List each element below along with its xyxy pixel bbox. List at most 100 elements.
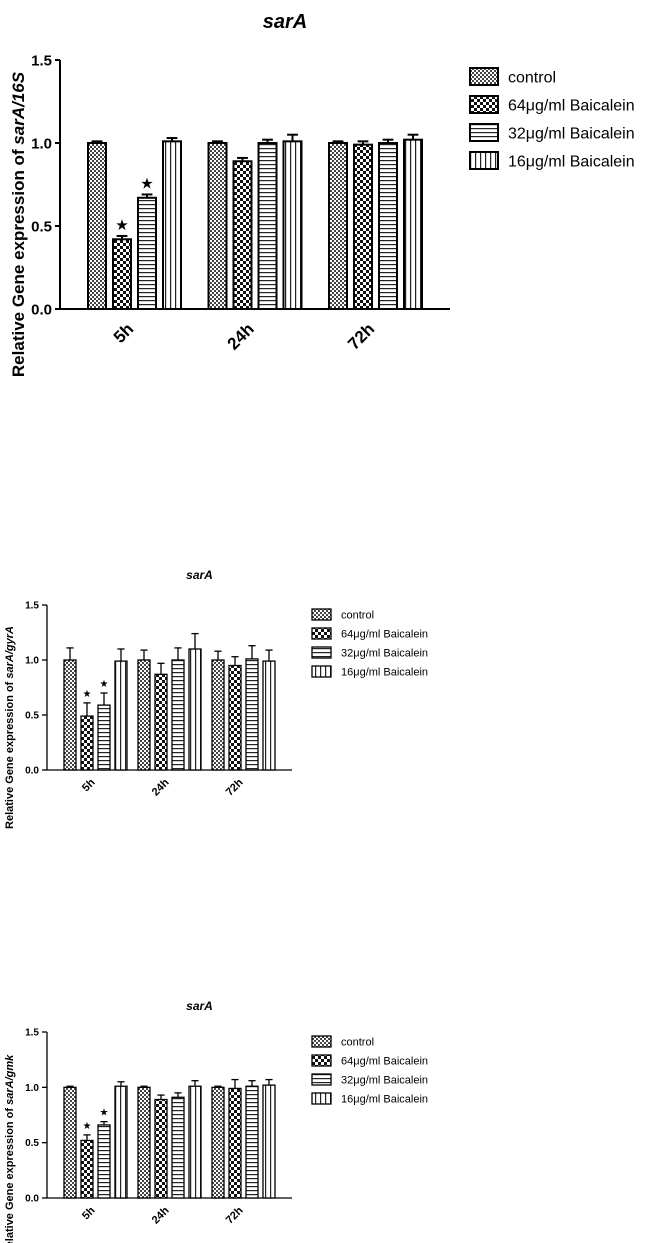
y-axis-label-ratio: sarA/gyrA bbox=[4, 626, 16, 679]
bar bbox=[211, 659, 225, 771]
y-axis-label-prefix: Relative Gene expression of bbox=[9, 145, 28, 377]
chart-panel-16s: sarA Relative Gene expression of sarA/16S… bbox=[9, 11, 635, 377]
bar bbox=[245, 1085, 259, 1199]
significance-star: ★ bbox=[140, 175, 153, 192]
y-tick-label: 1.0 bbox=[31, 135, 52, 152]
y-tick-label: 0.5 bbox=[25, 711, 39, 722]
legend-swatch bbox=[311, 665, 332, 678]
legend-label: 16μg/ml Baicalein bbox=[341, 1093, 428, 1105]
bar bbox=[114, 660, 128, 771]
x-category-label: 72h bbox=[224, 776, 246, 798]
x-category-label: 72h bbox=[224, 1204, 246, 1226]
legend-label: 32μg/ml Baicalein bbox=[341, 1074, 428, 1086]
y-tick-label: 1.0 bbox=[25, 656, 39, 667]
bar bbox=[97, 1124, 111, 1199]
legend-swatch bbox=[469, 95, 499, 114]
bar bbox=[87, 142, 107, 310]
bar bbox=[171, 1096, 185, 1199]
y-tick-label: 1.0 bbox=[25, 1083, 39, 1094]
x-category-label: 24h bbox=[150, 776, 172, 798]
legend-label: control bbox=[508, 69, 556, 86]
legend-swatch bbox=[311, 608, 332, 621]
y-axis-label: Relative Gene expression of sarA/16S bbox=[9, 71, 28, 377]
legend-swatch bbox=[311, 1073, 332, 1086]
y-tick-label: 0.5 bbox=[25, 1138, 39, 1149]
significance-star: ★ bbox=[100, 1108, 109, 1119]
chart-title: sarA bbox=[186, 999, 213, 1013]
bar bbox=[80, 715, 94, 771]
bar bbox=[403, 138, 423, 310]
y-tick-label: 0.0 bbox=[31, 301, 52, 318]
legend-swatch bbox=[311, 1035, 332, 1048]
legend-swatch bbox=[311, 646, 332, 659]
legend-label: 32μg/ml Baicalein bbox=[341, 647, 428, 659]
y-axis-label-ratio: sarA/gmk bbox=[4, 1054, 16, 1105]
bar bbox=[63, 659, 77, 771]
bar bbox=[137, 196, 157, 310]
bar bbox=[232, 160, 253, 310]
x-category-label: 5h bbox=[110, 319, 137, 346]
bar bbox=[188, 1085, 202, 1199]
chart-panel-gmk: sarA Relative Gene expression of sarA/gmk… bbox=[4, 999, 428, 1243]
bar bbox=[137, 659, 151, 771]
bar bbox=[188, 648, 202, 771]
y-axis-label-ratio: sarA/16S bbox=[9, 71, 28, 144]
significance-star: ★ bbox=[100, 679, 109, 690]
bar bbox=[245, 658, 259, 771]
bar bbox=[328, 142, 348, 310]
legend-label: 64μg/ml Baicalein bbox=[508, 97, 635, 114]
x-category-label: 72h bbox=[344, 319, 378, 353]
bar bbox=[114, 1085, 128, 1199]
bar bbox=[378, 142, 398, 310]
legend-label: control bbox=[341, 609, 374, 621]
y-tick-label: 1.5 bbox=[25, 601, 39, 612]
legend-label: 16μg/ml Baicalein bbox=[341, 666, 428, 678]
legend-label: 64μg/ml Baicalein bbox=[341, 628, 428, 640]
y-tick-label: 0.5 bbox=[31, 218, 52, 235]
bar bbox=[211, 1086, 225, 1199]
y-tick-label: 0.0 bbox=[25, 1194, 39, 1205]
legend-swatch bbox=[469, 151, 499, 170]
y-axis-label-prefix: Relative Gene expression of bbox=[4, 679, 16, 829]
bar bbox=[80, 1139, 94, 1199]
legend-swatch bbox=[311, 627, 332, 640]
y-axis-label: Relative Gene expression of sarA/gyrA bbox=[4, 626, 16, 829]
legend-label: 16μg/ml Baicalein bbox=[508, 153, 635, 170]
legend-swatch bbox=[311, 1092, 332, 1105]
bar bbox=[353, 143, 373, 310]
legend-swatch bbox=[311, 1054, 332, 1067]
y-axis-label: Relative Gene expression of sarA/gmk bbox=[4, 1054, 16, 1243]
bar bbox=[63, 1086, 77, 1199]
legend-swatch bbox=[469, 123, 499, 142]
y-tick-label: 0.0 bbox=[25, 766, 39, 777]
bar bbox=[162, 140, 182, 310]
bar bbox=[257, 142, 278, 310]
significance-star: ★ bbox=[83, 1121, 92, 1132]
bar bbox=[207, 142, 228, 310]
bar bbox=[262, 660, 276, 771]
x-category-label: 24h bbox=[150, 1204, 172, 1226]
bar bbox=[282, 140, 303, 310]
bar bbox=[171, 659, 185, 771]
bar bbox=[154, 1098, 168, 1199]
chart-panel-gyra: sarA Relative Gene expression of sarA/gyr… bbox=[4, 568, 428, 829]
bar bbox=[112, 238, 132, 310]
x-category-label: 5h bbox=[80, 776, 98, 794]
significance-star: ★ bbox=[83, 689, 92, 700]
legend-label: control bbox=[341, 1036, 374, 1048]
x-category-label: 5h bbox=[80, 1204, 98, 1222]
y-tick-label: 1.5 bbox=[25, 1028, 39, 1039]
y-tick-label: 1.5 bbox=[31, 52, 52, 69]
bar bbox=[228, 1087, 242, 1199]
chart-title: sarA bbox=[186, 568, 213, 582]
bar bbox=[97, 704, 111, 771]
significance-star: ★ bbox=[115, 217, 128, 234]
x-category-label: 24h bbox=[224, 319, 258, 353]
chart-title: sarA bbox=[263, 11, 307, 33]
bar bbox=[154, 673, 168, 771]
legend-swatch bbox=[469, 67, 499, 86]
legend-label: 32μg/ml Baicalein bbox=[508, 125, 635, 142]
legend-label: 64μg/ml Baicalein bbox=[341, 1055, 428, 1067]
bar bbox=[137, 1086, 151, 1199]
y-axis-label-prefix: Relative Gene expression of bbox=[4, 1105, 16, 1243]
